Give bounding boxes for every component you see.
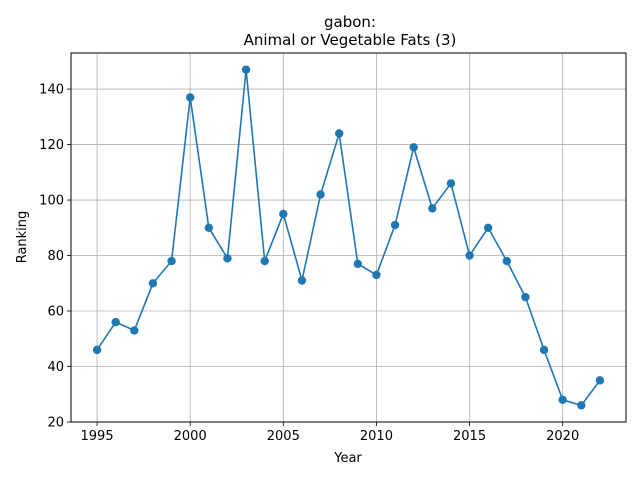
y-tick-label: 20 [47,416,64,431]
data-point [297,276,307,285]
x-tick-label: 2010 [360,429,393,444]
x-tick-label: 2015 [453,429,486,444]
x-tick-label: 2005 [267,429,300,444]
data-point [428,204,437,213]
grid [71,53,626,423]
x-tick-label: 2020 [546,429,579,444]
data-point [521,292,530,302]
x-axis-ticks: 1995 2000 2005 2010 2015 2020 [81,422,579,444]
data-point [577,401,586,410]
x-tick-label: 1995 [81,429,114,444]
data-point [223,254,232,263]
data-point [111,317,120,327]
data-point [483,223,493,232]
data-point [185,93,195,102]
chart-title-line2: Animal or Vegetable Fats (3) [244,31,457,49]
data-point [558,395,567,405]
data-point [167,256,176,266]
data-point [372,270,381,280]
data-point [316,190,325,199]
chart-title-line1: gabon: [324,13,376,31]
data-point [446,179,456,188]
plot-frame [70,52,627,423]
data-point [130,326,139,335]
y-tick-label: 140 [39,83,64,98]
data-point [241,65,251,74]
data-point [539,345,549,355]
data-point [390,220,400,230]
series-group [92,65,605,410]
y-tick-label: 80 [47,249,64,264]
data-point [334,129,344,138]
series-line [96,69,601,407]
y-tick-label: 100 [39,194,64,209]
data-point [353,259,363,269]
y-axis-label: Ranking [15,211,30,264]
y-tick-label: 60 [47,305,64,320]
data-point [260,256,269,266]
data-point [279,209,288,219]
y-tick-label: 120 [39,138,64,153]
data-point [204,223,214,232]
data-point [92,345,102,355]
x-axis-label: Year [333,451,362,466]
data-point [148,279,158,288]
y-tick-label: 40 [47,360,64,375]
data-point [409,143,418,152]
y-axis-ticks: 20 40 60 80 100 120 140 [39,83,71,431]
x-tick-label: 2000 [174,429,207,444]
data-point [502,256,512,266]
data-point [595,376,605,385]
data-point [465,251,474,260]
